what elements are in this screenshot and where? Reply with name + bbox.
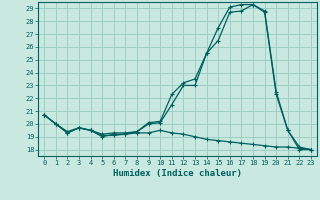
- X-axis label: Humidex (Indice chaleur): Humidex (Indice chaleur): [113, 169, 242, 178]
